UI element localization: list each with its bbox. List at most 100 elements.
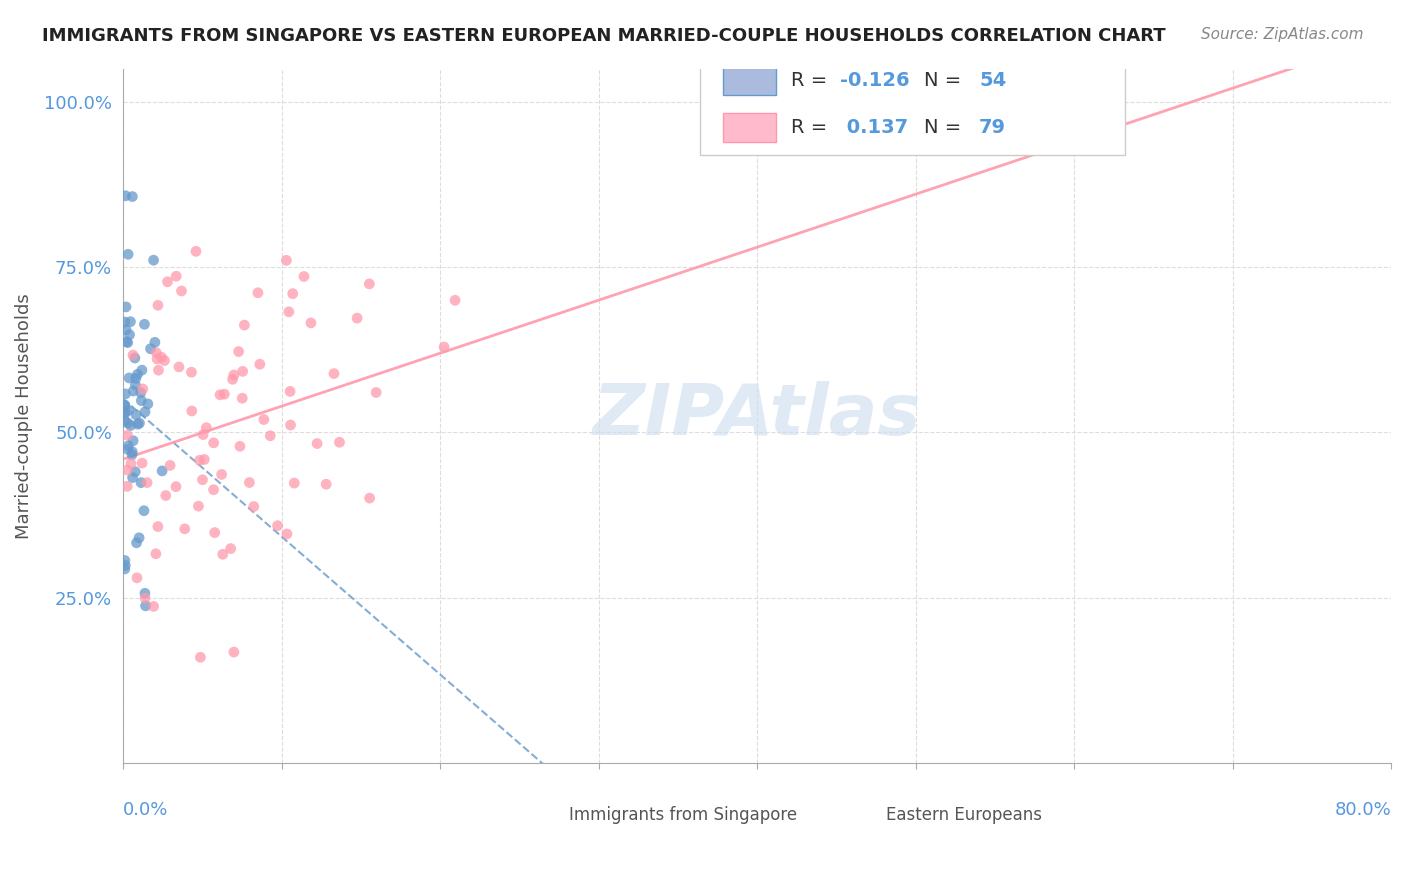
Point (233, 318, 256, 332)
Point (131, 393, 153, 408)
Point (433, 340, 456, 354)
Point (127, 417, 149, 432)
Point (209, 388, 232, 402)
Point (118, 371, 141, 385)
Point (118, 403, 141, 417)
Point (170, 284, 193, 298)
Text: Source: ZipAtlas.com: Source: ZipAtlas.com (1201, 27, 1364, 42)
Point (114, 558, 136, 573)
Point (132, 504, 155, 518)
Y-axis label: Married-couple Households: Married-couple Households (15, 293, 32, 539)
Point (280, 418, 302, 433)
Point (238, 475, 260, 490)
Point (249, 357, 271, 371)
Point (121, 470, 143, 484)
Point (322, 367, 344, 381)
Point (114, 553, 136, 567)
Point (114, 188, 136, 202)
Point (173, 522, 195, 536)
Point (120, 457, 142, 471)
Point (231, 391, 253, 405)
Text: ZIPAtlas: ZIPAtlas (593, 381, 921, 450)
Point (117, 463, 139, 477)
Text: N =: N = (925, 70, 967, 90)
Point (204, 525, 226, 540)
Point (114, 400, 136, 414)
Point (211, 467, 233, 482)
Point (156, 275, 179, 289)
Point (114, 405, 136, 419)
Bar (723, 66, 776, 95)
Point (128, 416, 150, 430)
Point (114, 315, 136, 329)
Point (132, 382, 155, 396)
Point (122, 384, 145, 398)
Point (259, 429, 281, 443)
Point (145, 345, 167, 359)
Point (221, 372, 243, 386)
Point (122, 434, 145, 448)
Point (131, 456, 153, 470)
Point (117, 335, 139, 350)
Point (120, 418, 142, 433)
Point (115, 334, 138, 349)
Point (127, 368, 149, 382)
Point (180, 365, 202, 379)
Point (307, 436, 329, 450)
Point (278, 384, 301, 399)
Bar (723, 113, 776, 142)
Point (190, 650, 212, 665)
Point (191, 427, 214, 442)
Point (124, 465, 146, 479)
Point (180, 404, 202, 418)
Point (114, 414, 136, 428)
Point (222, 368, 245, 382)
Point (299, 316, 322, 330)
Point (281, 286, 304, 301)
Point (202, 435, 225, 450)
Point (121, 445, 143, 459)
Text: 54: 54 (979, 70, 1007, 90)
Point (146, 298, 169, 312)
Text: Immigrants from Singapore: Immigrants from Singapore (569, 806, 797, 824)
Point (346, 311, 368, 326)
Point (146, 519, 169, 533)
Point (159, 458, 181, 473)
Text: 79: 79 (979, 118, 1005, 137)
Point (150, 464, 173, 478)
Point (134, 405, 156, 419)
Point (134, 586, 156, 600)
Text: N =: N = (925, 118, 967, 137)
Point (124, 351, 146, 365)
Point (139, 342, 162, 356)
Bar (846, 806, 882, 824)
Point (155, 489, 177, 503)
Point (292, 269, 315, 284)
Point (214, 387, 236, 401)
Point (165, 269, 187, 284)
Point (150, 351, 173, 365)
Point (115, 323, 138, 337)
Point (136, 475, 159, 490)
Point (188, 453, 211, 467)
Text: R =: R = (792, 70, 834, 90)
Point (121, 448, 143, 462)
Point (266, 518, 288, 533)
Point (134, 591, 156, 606)
Point (191, 473, 214, 487)
Point (114, 562, 136, 576)
Point (128, 531, 150, 545)
Point (142, 599, 165, 614)
Point (276, 527, 298, 541)
Bar (529, 806, 564, 824)
Point (125, 571, 148, 585)
Point (131, 363, 153, 377)
Point (117, 428, 139, 442)
Point (125, 536, 148, 550)
Point (444, 293, 467, 308)
Point (219, 541, 242, 556)
Point (222, 645, 245, 659)
Point (117, 442, 139, 457)
Point (124, 377, 146, 392)
Point (125, 371, 148, 385)
